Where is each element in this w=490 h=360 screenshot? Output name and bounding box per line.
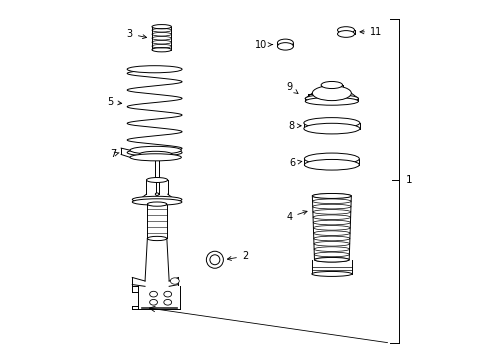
Ellipse shape	[314, 247, 349, 251]
Ellipse shape	[164, 291, 171, 297]
Text: 4: 4	[286, 211, 307, 222]
Ellipse shape	[304, 118, 360, 128]
Ellipse shape	[149, 291, 157, 297]
Ellipse shape	[132, 196, 182, 203]
Ellipse shape	[277, 42, 294, 50]
Ellipse shape	[314, 226, 350, 230]
Ellipse shape	[305, 98, 358, 105]
Ellipse shape	[171, 278, 179, 284]
Ellipse shape	[312, 193, 351, 198]
Ellipse shape	[147, 202, 167, 206]
Text: 10: 10	[255, 40, 272, 50]
Ellipse shape	[314, 236, 350, 241]
Ellipse shape	[313, 199, 351, 203]
Ellipse shape	[304, 123, 360, 134]
Text: 5: 5	[107, 97, 122, 107]
Text: 9: 9	[286, 82, 298, 94]
Ellipse shape	[304, 159, 359, 170]
Ellipse shape	[313, 215, 351, 220]
Ellipse shape	[152, 24, 172, 29]
Ellipse shape	[304, 153, 359, 165]
Text: 11: 11	[360, 27, 382, 37]
Ellipse shape	[338, 27, 355, 33]
Text: 2: 2	[227, 251, 248, 261]
Ellipse shape	[152, 48, 172, 52]
Ellipse shape	[314, 231, 350, 235]
Ellipse shape	[206, 251, 223, 268]
Ellipse shape	[313, 210, 351, 214]
Ellipse shape	[277, 39, 294, 46]
Ellipse shape	[139, 151, 172, 158]
Ellipse shape	[305, 95, 358, 102]
Ellipse shape	[210, 255, 220, 265]
Ellipse shape	[164, 300, 171, 305]
Ellipse shape	[147, 177, 168, 183]
Ellipse shape	[313, 204, 351, 209]
Ellipse shape	[127, 149, 182, 156]
Ellipse shape	[315, 257, 349, 262]
Ellipse shape	[338, 31, 355, 37]
Ellipse shape	[315, 257, 349, 262]
Ellipse shape	[149, 300, 157, 305]
Text: 1: 1	[406, 175, 412, 185]
Ellipse shape	[312, 271, 352, 276]
Text: 7: 7	[110, 149, 119, 159]
Ellipse shape	[314, 252, 349, 257]
Ellipse shape	[314, 242, 350, 246]
Ellipse shape	[147, 237, 167, 240]
Ellipse shape	[312, 86, 351, 100]
Text: 3: 3	[127, 29, 147, 39]
Ellipse shape	[130, 154, 181, 161]
Ellipse shape	[132, 199, 182, 205]
Ellipse shape	[321, 81, 343, 89]
Ellipse shape	[127, 66, 182, 73]
Ellipse shape	[313, 220, 350, 225]
Ellipse shape	[312, 194, 351, 198]
Ellipse shape	[155, 193, 159, 195]
Text: 6: 6	[290, 158, 302, 168]
Text: 8: 8	[288, 121, 301, 131]
Ellipse shape	[130, 146, 181, 154]
